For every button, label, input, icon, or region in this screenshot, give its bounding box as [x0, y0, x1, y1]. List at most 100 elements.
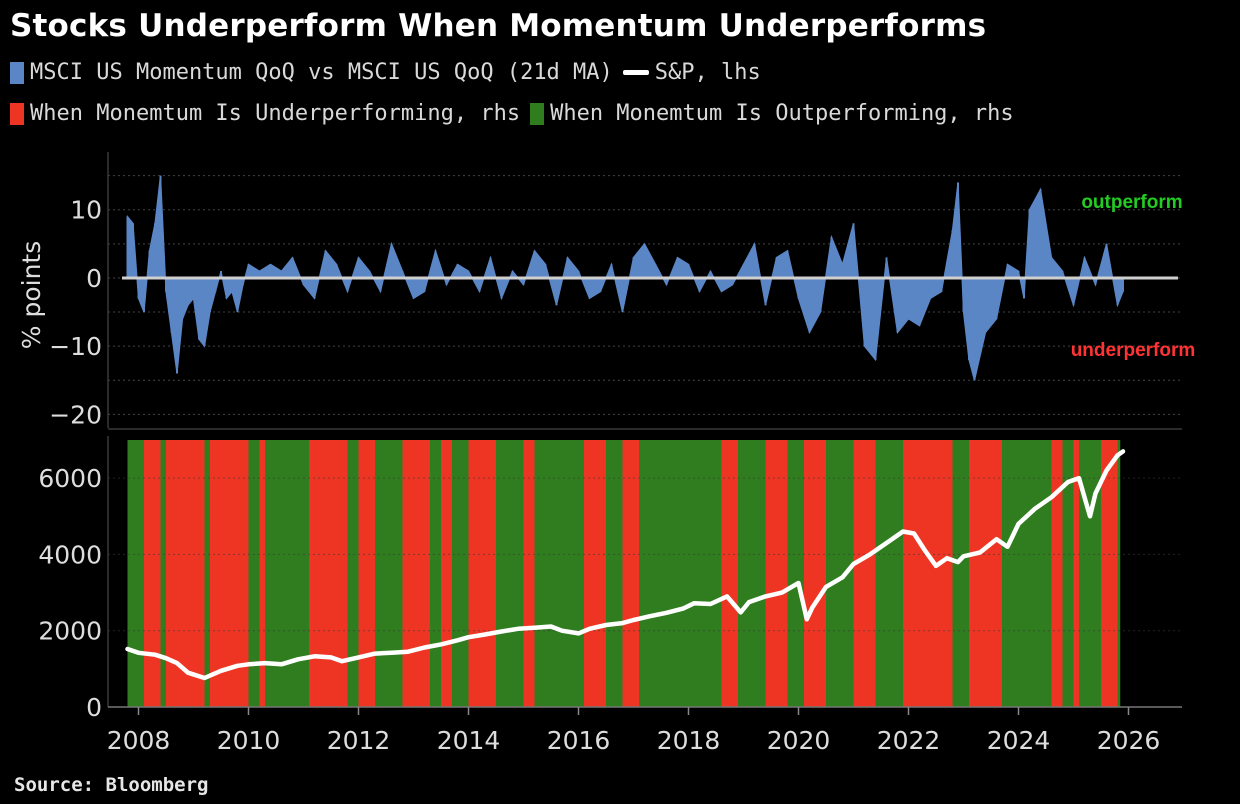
sp500-point: [739, 610, 743, 615]
sp500-point: [373, 652, 377, 656]
regime-band-under: [903, 440, 953, 707]
sp500-point: [455, 638, 460, 642]
sp500-point: [136, 651, 141, 655]
regime-band-under: [804, 440, 826, 707]
legend-label-sp: S&P, lhs: [654, 60, 761, 85]
regime-band-out: [248, 440, 260, 707]
sp500-point: [708, 602, 713, 606]
sp500-point: [868, 552, 872, 557]
sp500-point: [439, 642, 443, 647]
regime-band-out: [826, 440, 854, 707]
regime-band-under: [259, 440, 265, 707]
legend-swatch-momentum: [10, 61, 24, 84]
sp500-point: [956, 560, 960, 564]
sp500-point: [1093, 491, 1098, 495]
sp500-point: [483, 632, 487, 637]
sp500-point: [125, 647, 130, 651]
regime-band-under: [166, 440, 205, 707]
xtick-label: 2014: [437, 726, 501, 755]
sp500-point: [912, 531, 916, 536]
bottom-ytick-label: 6000: [38, 464, 102, 493]
regime-band-out: [1079, 440, 1101, 707]
bottom-ytick-label: 2000: [38, 617, 102, 646]
sp500-point: [934, 564, 938, 568]
sp500-point: [175, 661, 179, 665]
sp500-point: [780, 590, 784, 595]
sp500-point: [978, 550, 982, 555]
regime-band-under: [721, 440, 738, 707]
sp500-point: [810, 606, 814, 610]
regime-band-out: [430, 440, 441, 707]
regime-band-out: [875, 440, 903, 707]
regime-band-out: [452, 440, 469, 707]
sp500-point: [1016, 522, 1021, 526]
sp500-point: [516, 627, 520, 631]
legend-swatch-out: [530, 102, 545, 125]
bottom-ytick-label: 0: [86, 693, 102, 722]
regime-band-under: [210, 440, 249, 707]
sp500-point: [604, 623, 608, 627]
regime-band-under: [622, 440, 639, 707]
top-ylabel: % points: [17, 241, 46, 349]
sp500-point: [312, 654, 317, 658]
regime-band-under: [1073, 440, 1079, 707]
top-ytick-label: −10: [49, 332, 102, 361]
regime-band-out: [375, 440, 403, 707]
sp500-point: [631, 618, 636, 622]
bottom-ytick-label: 4000: [38, 540, 102, 569]
regime-band-out: [204, 440, 210, 707]
regime-band-out: [160, 440, 166, 707]
regime-band-out: [534, 440, 584, 707]
sp500-point: [824, 585, 828, 589]
legend-item-under: When Monemtum Is Underperforming, rhs: [10, 101, 520, 126]
legend-label-momentum: MSCI US Momentum QoQ vs MSCI US QoQ (21d…: [30, 60, 613, 85]
sp500-point: [1033, 507, 1037, 511]
regime-band-under: [402, 440, 430, 707]
sp500-point: [279, 662, 284, 666]
sp500-point: [901, 529, 905, 534]
regime-band-under: [358, 440, 375, 707]
sp500-point: [356, 655, 361, 660]
sp500-point: [549, 624, 553, 629]
sp500-point: [235, 664, 240, 668]
sp500-point: [1005, 545, 1010, 549]
regime-band-under: [523, 440, 535, 707]
sp500-point: [153, 653, 157, 657]
legend-swatch-under: [10, 102, 24, 125]
xtick-label: 2018: [657, 726, 721, 755]
sp500-point: [329, 655, 333, 660]
legend-item-momentum: MSCI US Momentum QoQ vs MSCI US QoQ (21d…: [10, 60, 613, 85]
xtick-label: 2010: [217, 726, 281, 755]
regime-band-out: [496, 440, 524, 707]
sp500-point: [389, 651, 394, 655]
xtick-label: 2008: [107, 726, 171, 755]
regime-band-under: [765, 440, 788, 707]
regime-band-out: [1002, 440, 1052, 707]
regime-band-under: [853, 440, 876, 707]
regime-band-out: [1062, 440, 1074, 707]
regime-band-under: [584, 440, 606, 707]
regime-band-under: [1051, 440, 1063, 707]
regime-band-out: [127, 440, 144, 707]
sp500-point: [851, 562, 856, 566]
regime-band-under: [144, 440, 161, 707]
sp500-point: [923, 549, 927, 553]
sp500-point: [994, 537, 999, 541]
sp500-point: [1104, 468, 1109, 473]
regime-band-out: [952, 440, 969, 707]
legend-label-out: When Monemtum Is Outperforming, rhs: [550, 101, 1014, 126]
regime-band-out: [606, 440, 623, 707]
sp500-point: [1077, 476, 1081, 480]
regime-band-under: [441, 440, 452, 707]
top-ytick-label: 0: [86, 264, 102, 293]
xtick-label: 2026: [1097, 726, 1161, 755]
xtick-label: 2024: [987, 726, 1051, 755]
sp500-point: [422, 645, 427, 650]
sp500-point: [219, 669, 223, 673]
top-ytick-label: 10: [70, 196, 102, 225]
sp500-point: [340, 659, 344, 663]
legend-label-under: When Monemtum Is Underperforming, rhs: [30, 101, 521, 126]
annotation-underperform: underperform: [1071, 340, 1196, 361]
regime-band-out: [639, 440, 722, 707]
source-note: Source: Bloomberg: [14, 774, 209, 796]
